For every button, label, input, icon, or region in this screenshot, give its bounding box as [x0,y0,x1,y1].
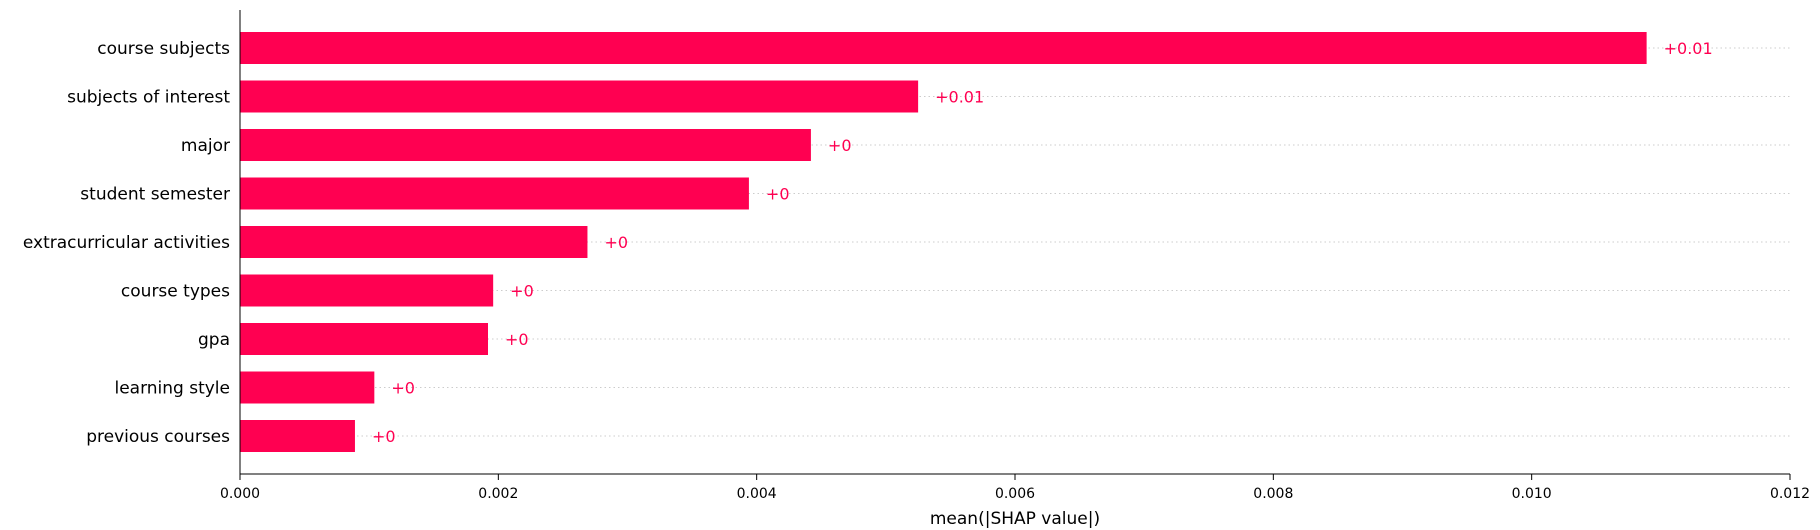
bar [240,371,375,404]
category-label: course types [121,282,230,302]
value-label: +0 [510,282,534,301]
value-label: +0 [604,233,628,252]
bar [240,129,811,161]
axes: 0.000 0.002 0.004 0.006 0.008 0.010 0.012 [220,10,1810,502]
value-label: +0 [391,379,415,398]
category-label: gpa [198,330,230,350]
category-label: student semester [80,185,230,205]
bars [240,32,1647,452]
category-label: extracurricular activities [23,233,230,253]
bar [240,80,919,113]
value-label: +0.01 [935,88,984,107]
x-axis-title: mean(|SHAP value|) [930,509,1100,529]
bar [240,323,488,355]
x-tick-label: 0.012 [1770,486,1810,502]
value-labels: +0.01 +0.01 +0 +0 +0 +0 +0 +0 +0 [372,39,1713,446]
category-label: previous courses [86,427,230,447]
x-tick-label: 0.008 [1253,486,1293,502]
bar [240,32,1647,64]
category-label: major [181,136,230,156]
category-label: subjects of interest [67,88,230,108]
x-tick-label: 0.006 [995,486,1035,502]
bar [240,226,588,258]
x-tick-label: 0.000 [220,486,260,502]
value-label: +0 [505,330,529,349]
category-label: course subjects [97,39,230,59]
bar [240,420,355,452]
x-tick-label: 0.002 [478,486,518,502]
bar [240,274,494,307]
x-tick-label: 0.004 [737,486,777,502]
value-label: +0 [372,427,396,446]
value-label: +0 [828,136,852,155]
bar [240,177,749,210]
category-labels: course subjects subjects of interest major… [23,39,230,447]
value-label: +0.01 [1664,39,1713,58]
x-tick-label: 0.010 [1512,486,1552,502]
category-label: learning style [114,379,230,399]
gridlines [240,47,1790,437]
value-label: +0 [766,185,790,204]
